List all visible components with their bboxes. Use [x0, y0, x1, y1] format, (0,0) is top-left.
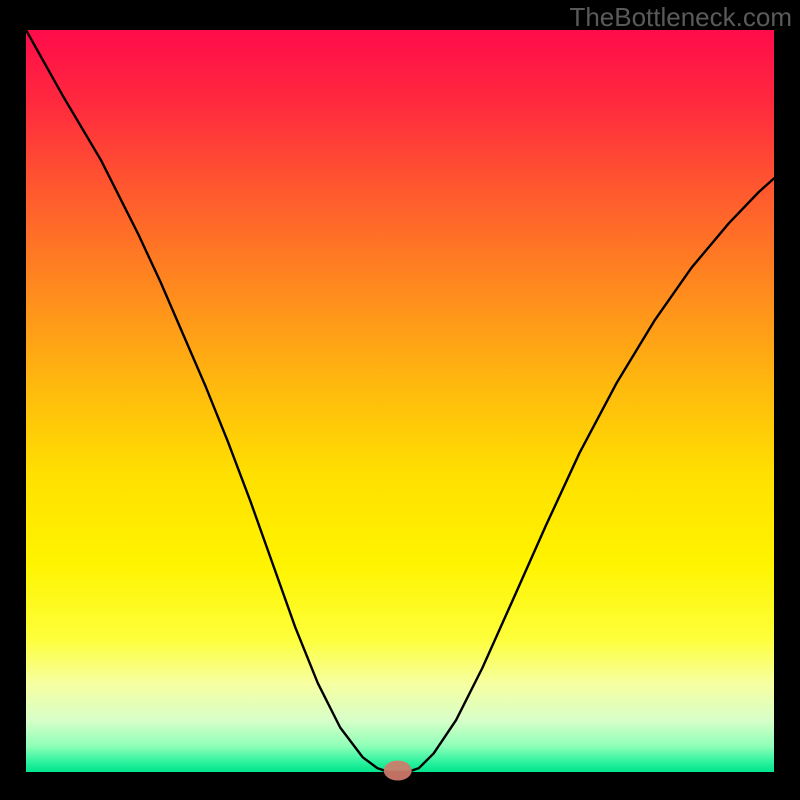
chart-container: TheBottleneck.com [0, 0, 800, 800]
bottleneck-curve-chart [0, 0, 800, 800]
optimal-point-marker [384, 761, 412, 781]
watermark-text: TheBottleneck.com [569, 2, 792, 33]
chart-background [26, 30, 774, 772]
